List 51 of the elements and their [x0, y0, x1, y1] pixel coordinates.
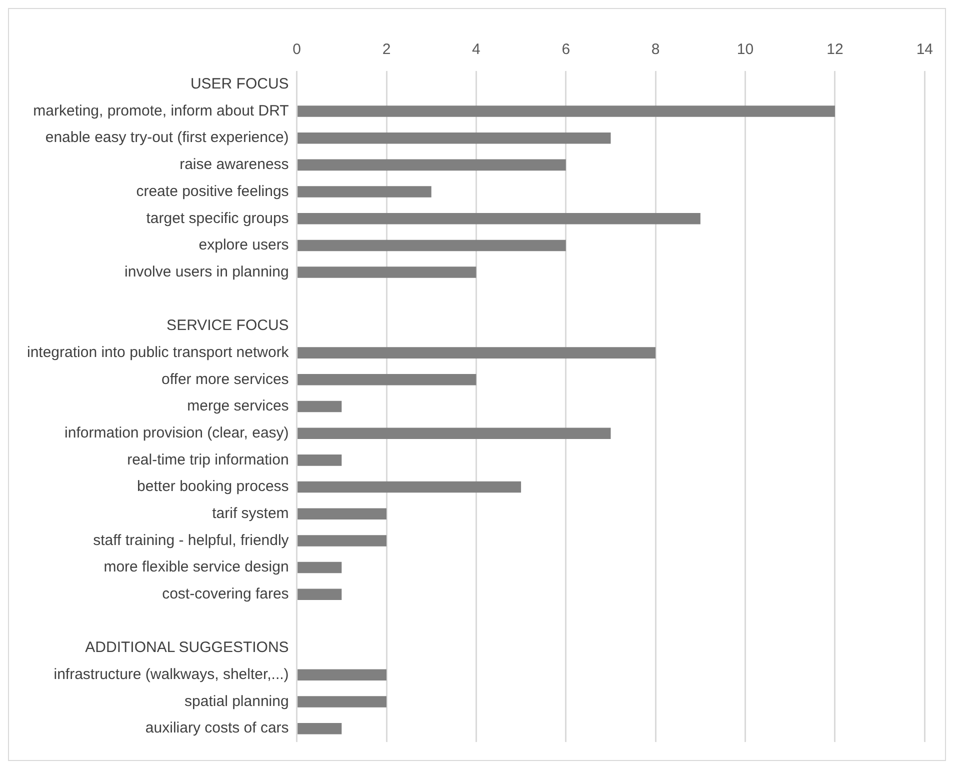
y-tick-label: better booking process: [137, 478, 289, 496]
y-tick-label: merge services: [187, 398, 289, 415]
x-tick-label: 4: [472, 41, 480, 58]
bar: [298, 481, 522, 493]
bar: [298, 696, 387, 708]
y-tick-label: marketing, promote, inform about DRT: [33, 102, 289, 120]
y-tick-label: ADDITIONAL SUGGESTIONS: [85, 639, 289, 656]
y-tick-label: SERVICE FOCUS: [166, 317, 289, 334]
bar: [298, 186, 432, 198]
y-tick-label: USER FOCUS: [190, 76, 289, 93]
bar: [298, 722, 342, 734]
x-tick-label: 8: [651, 41, 660, 58]
bar: [298, 240, 566, 252]
x-tick-label: 12: [826, 41, 844, 58]
y-tick-label: real-time trip information: [127, 451, 289, 468]
bar: [298, 159, 566, 171]
y-tick-label: enable easy try-out (first experience): [45, 129, 289, 146]
y-tick-label: information provision (clear, easy): [64, 424, 289, 442]
bar: [298, 508, 387, 520]
y-tick-label: offer more services: [162, 370, 289, 388]
y-tick-label: cost-covering fares: [162, 586, 289, 603]
x-tick-label: 6: [562, 41, 570, 58]
y-tick-label: infrastructure (walkways, shelter,...): [54, 666, 289, 684]
x-tick-label: 2: [382, 41, 391, 58]
bar: [298, 428, 611, 439]
y-tick-label: staff training - helpful, friendly: [93, 532, 290, 549]
y-tick-label: tarif system: [212, 505, 289, 522]
bar: [298, 266, 476, 278]
y-tick-label: explore users: [198, 236, 289, 254]
bar: [298, 374, 476, 386]
y-tick-label: more flexible service design: [104, 558, 289, 576]
y-tick-label: create positive feelings: [136, 182, 289, 200]
y-tick-label: integration into public transport network: [27, 344, 290, 361]
x-tick-label: 10: [736, 41, 754, 58]
x-tick-label: 14: [916, 41, 933, 58]
y-tick-label: raise awareness: [180, 156, 289, 174]
bar: [298, 454, 342, 466]
bar: [298, 347, 656, 358]
bar: [298, 106, 835, 117]
bar: [298, 535, 387, 546]
bar: [298, 400, 342, 412]
bar: [298, 669, 387, 681]
bar: [298, 562, 342, 574]
bar: [298, 212, 700, 224]
x-tick-label: 0: [292, 41, 301, 58]
bar: [298, 588, 342, 600]
bar: [298, 132, 611, 144]
y-tick-label: spatial planning: [184, 692, 289, 710]
y-tick-label: auxiliary costs of cars: [145, 720, 289, 737]
y-tick-label: target specific groups: [146, 210, 289, 227]
y-tick-label: involve users in planning: [124, 263, 289, 280]
